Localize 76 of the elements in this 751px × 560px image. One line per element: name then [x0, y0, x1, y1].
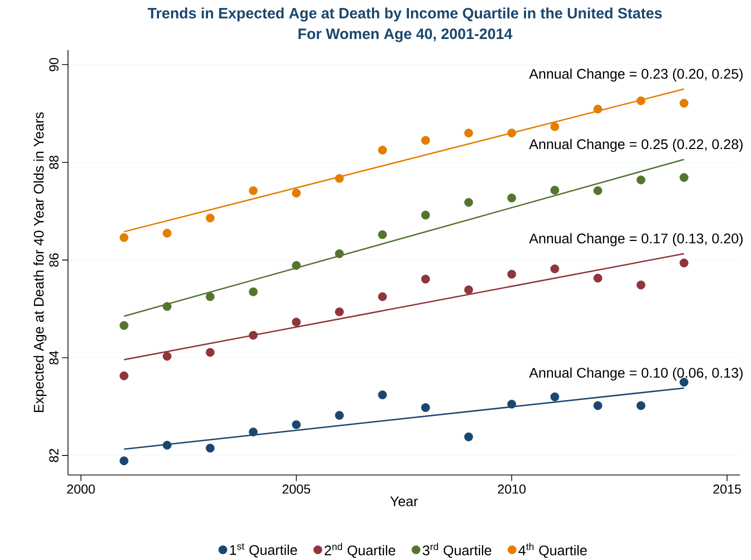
- legend-label: 1$^{st}$ Quartile: [230, 543, 297, 558]
- y-tick-label: 86: [49, 253, 58, 267]
- point: [421, 403, 430, 412]
- point: [464, 285, 474, 294]
- point: [680, 173, 688, 182]
- point: [593, 401, 602, 410]
- point: [421, 274, 430, 284]
- point: [507, 400, 516, 409]
- point: [162, 302, 172, 311]
- point: [162, 440, 172, 450]
- point: [464, 198, 474, 207]
- point: [378, 292, 387, 302]
- y-tick-label: 84: [49, 350, 58, 364]
- point: [593, 104, 602, 114]
- point: [593, 274, 602, 283]
- point: [292, 318, 301, 326]
- point: [206, 444, 215, 453]
- point: [292, 261, 301, 270]
- x-tick-label: 2010: [498, 484, 526, 494]
- point: [680, 258, 688, 268]
- point: [550, 392, 560, 402]
- annotation: Annual Change = 0.17 (0.13, 0.20): [529, 233, 743, 246]
- point: [507, 194, 516, 202]
- x-tick-label: 2015: [713, 484, 741, 494]
- annotation: Annual Change = 0.10 (0.06, 0.13): [529, 368, 743, 381]
- point: [550, 186, 560, 195]
- legend-label: 2$^{nd}$ Quartile: [324, 542, 396, 558]
- point: [248, 186, 258, 196]
- point: [636, 96, 646, 106]
- point: [334, 174, 344, 183]
- point: [636, 280, 646, 290]
- legend-label: 3$^{rd}$ Quartile: [422, 542, 492, 558]
- point: [292, 188, 301, 198]
- point: [248, 287, 258, 296]
- point: [120, 233, 128, 242]
- chart-title: Trends in Expected Age at Death by Income Quartile in the United States: [148, 8, 662, 22]
- legend-label: 4$^{th}$ Quartile: [518, 542, 587, 558]
- point: [292, 420, 301, 430]
- point: [550, 264, 560, 274]
- point: [464, 128, 474, 138]
- point: [550, 122, 560, 132]
- point: [378, 146, 387, 155]
- point: [248, 330, 258, 340]
- point: [680, 98, 688, 108]
- point: [636, 401, 646, 410]
- point: [636, 176, 646, 184]
- point: [120, 321, 128, 330]
- y-tick-label: 88: [49, 156, 58, 169]
- point: [248, 428, 258, 436]
- x-axis-title: Year: [390, 496, 418, 506]
- x-tick-label: 2000: [67, 484, 95, 494]
- point: [378, 230, 387, 240]
- point: [507, 270, 516, 279]
- point: [162, 352, 172, 361]
- point: [206, 292, 215, 302]
- point: [464, 432, 474, 442]
- point: [334, 410, 344, 420]
- y-tick-label: 82: [49, 448, 58, 462]
- point: [593, 186, 602, 196]
- point: [206, 348, 215, 357]
- x-tick-label: 2005: [282, 484, 310, 494]
- point: [162, 228, 172, 238]
- point: [507, 128, 516, 138]
- annotation: Annual Change = 0.23 (0.20, 0.25): [529, 68, 743, 82]
- point: [206, 214, 215, 222]
- point: [120, 456, 128, 466]
- point: [421, 210, 430, 220]
- point: [334, 307, 344, 316]
- y-tick-label: 90: [49, 58, 58, 72]
- point: [120, 371, 128, 380]
- chart-subtitle: For Women Age 40, 2001-2014: [298, 28, 512, 42]
- point: [378, 390, 387, 400]
- point: [334, 249, 344, 258]
- y-axis-title: Expected Age at Death for 40 Year Olds in Years: [33, 112, 46, 412]
- annotation: Annual Change = 0.25 (0.22, 0.28): [529, 138, 743, 152]
- point: [421, 136, 430, 145]
